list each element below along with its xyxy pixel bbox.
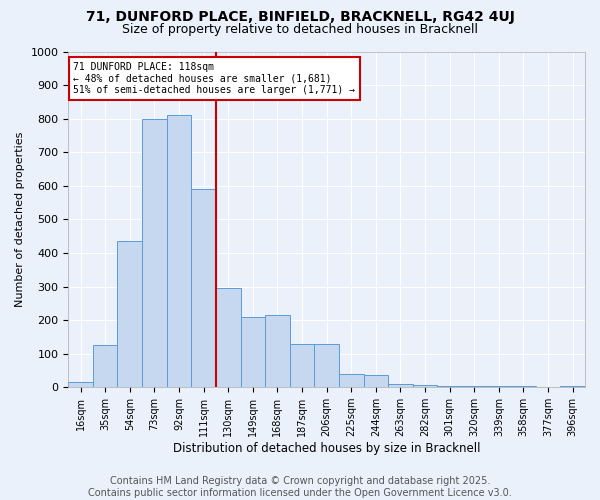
Bar [388, 384, 413, 387]
Bar [68, 382, 93, 387]
Bar [167, 116, 191, 387]
Bar [290, 344, 314, 387]
Bar [241, 316, 265, 387]
Y-axis label: Number of detached properties: Number of detached properties [15, 132, 25, 307]
Bar [413, 384, 437, 387]
Bar [511, 386, 536, 387]
Text: Size of property relative to detached houses in Bracknell: Size of property relative to detached ho… [122, 22, 478, 36]
Bar [191, 189, 216, 387]
Bar [118, 241, 142, 387]
Bar [536, 386, 560, 387]
Text: 71 DUNFORD PLACE: 118sqm
← 48% of detached houses are smaller (1,681)
51% of sem: 71 DUNFORD PLACE: 118sqm ← 48% of detach… [73, 62, 355, 95]
Bar [437, 386, 462, 387]
Bar [142, 118, 167, 387]
Bar [314, 344, 339, 387]
Bar [265, 315, 290, 387]
X-axis label: Distribution of detached houses by size in Bracknell: Distribution of detached houses by size … [173, 442, 481, 455]
Bar [462, 386, 487, 387]
Bar [93, 346, 118, 387]
Bar [216, 288, 241, 387]
Bar [560, 386, 585, 387]
Bar [364, 376, 388, 387]
Bar [487, 386, 511, 387]
Text: Contains HM Land Registry data © Crown copyright and database right 2025.
Contai: Contains HM Land Registry data © Crown c… [88, 476, 512, 498]
Bar [339, 374, 364, 387]
Text: 71, DUNFORD PLACE, BINFIELD, BRACKNELL, RG42 4UJ: 71, DUNFORD PLACE, BINFIELD, BRACKNELL, … [86, 10, 514, 24]
